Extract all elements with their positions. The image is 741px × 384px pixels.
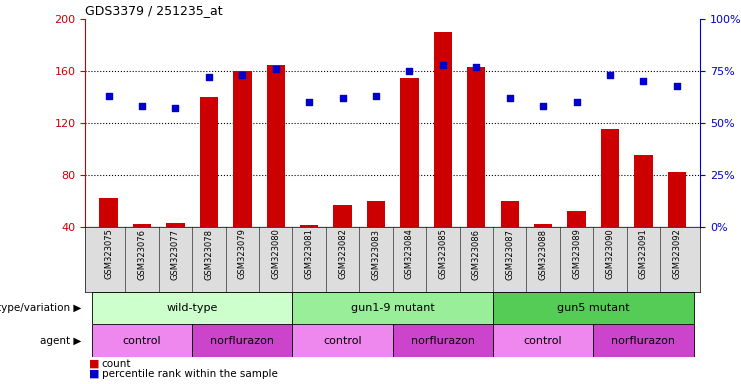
Bar (467, 67, 485, 227)
Text: GSM323090: GSM323090 (605, 228, 614, 279)
Text: control: control (123, 336, 162, 346)
Point (303, 99, 315, 105)
Point (336, 95, 348, 101)
Text: GSM323085: GSM323085 (439, 228, 448, 280)
Text: ■: ■ (89, 369, 99, 379)
Point (604, 72, 616, 78)
Text: genotype/variation ▶: genotype/variation ▶ (0, 303, 82, 313)
Text: GSM323083: GSM323083 (371, 228, 381, 280)
Bar (267, 65, 285, 227)
Point (404, 68, 416, 74)
Text: GDS3379 / 251235_at: GDS3379 / 251235_at (85, 3, 223, 17)
Bar (634, 155, 653, 227)
Bar (500, 201, 519, 227)
Point (136, 103, 148, 109)
Point (637, 78, 649, 84)
Text: control: control (323, 336, 362, 346)
Bar (493, 324, 594, 357)
Text: GSM323078: GSM323078 (205, 228, 213, 280)
Bar (400, 78, 419, 227)
Bar (233, 71, 251, 227)
Bar (192, 324, 293, 357)
Point (504, 95, 516, 101)
Bar (99, 198, 118, 227)
Text: norflurazon: norflurazon (411, 336, 475, 346)
Text: ■: ■ (89, 359, 99, 369)
Point (236, 72, 248, 78)
Text: percentile rank within the sample: percentile rank within the sample (102, 369, 277, 379)
Text: gun1-9 mutant: gun1-9 mutant (350, 303, 435, 313)
Point (103, 93, 115, 99)
Bar (493, 292, 694, 324)
Text: agent ▶: agent ▶ (40, 336, 82, 346)
Point (537, 103, 549, 109)
Text: GSM323076: GSM323076 (138, 228, 147, 280)
Point (471, 64, 482, 70)
Bar (92, 324, 192, 357)
Text: GSM323092: GSM323092 (672, 228, 681, 279)
Bar (568, 211, 586, 227)
Bar (534, 224, 552, 227)
Text: count: count (102, 359, 131, 369)
Bar (293, 324, 393, 357)
Bar (133, 224, 151, 227)
Bar (433, 32, 452, 227)
Text: GSM323084: GSM323084 (405, 228, 414, 280)
Text: GSM323091: GSM323091 (639, 228, 648, 279)
Bar (367, 201, 385, 227)
Bar (199, 97, 218, 227)
Bar (293, 292, 493, 324)
Bar (393, 324, 493, 357)
Point (170, 105, 182, 111)
Text: norflurazon: norflurazon (210, 336, 274, 346)
Bar (166, 223, 185, 227)
Bar (601, 129, 619, 227)
Point (437, 62, 449, 68)
Text: GSM323080: GSM323080 (271, 228, 280, 280)
Text: control: control (524, 336, 562, 346)
Text: GSM323086: GSM323086 (472, 228, 481, 280)
Bar (594, 324, 694, 357)
Bar (300, 225, 319, 227)
Text: gun5 mutant: gun5 mutant (557, 303, 630, 313)
Point (370, 93, 382, 99)
Bar (333, 205, 352, 227)
Point (270, 66, 282, 72)
Bar (92, 292, 293, 324)
Point (671, 83, 682, 89)
Text: norflurazon: norflurazon (611, 336, 676, 346)
Text: GSM323082: GSM323082 (338, 228, 347, 280)
Text: GSM323075: GSM323075 (104, 228, 113, 280)
Point (571, 99, 582, 105)
Text: GSM323089: GSM323089 (572, 228, 581, 280)
Bar (668, 172, 686, 227)
Text: GSM323088: GSM323088 (539, 228, 548, 280)
Text: wild-type: wild-type (167, 303, 218, 313)
Text: GSM323081: GSM323081 (305, 228, 313, 280)
Text: GSM323079: GSM323079 (238, 228, 247, 280)
Point (203, 74, 215, 80)
Text: GSM323077: GSM323077 (171, 228, 180, 280)
Text: GSM323087: GSM323087 (505, 228, 514, 280)
